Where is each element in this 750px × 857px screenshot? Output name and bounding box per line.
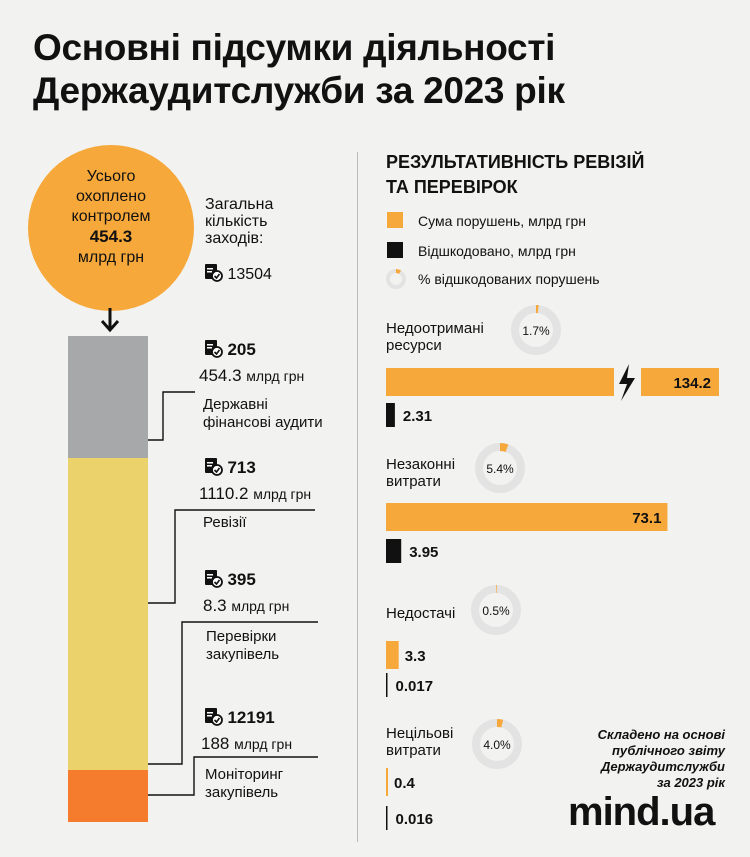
- activity-count: 205: [227, 340, 256, 359]
- activity-amount: 8.3 млрд грн: [203, 596, 290, 615]
- connector-lines: [148, 391, 318, 796]
- reimbursed-value-label: 3.95: [409, 544, 438, 561]
- violation-bar: [386, 641, 399, 669]
- violation-bar: [386, 503, 668, 531]
- column-segment-monitoring: [68, 770, 148, 822]
- legend-donut-icon: [386, 269, 406, 289]
- activity-amount: 454.3 млрд грн: [199, 366, 305, 385]
- activity-label: Перевірки закупівель: [206, 628, 280, 663]
- reimbursed-value-label: 0.017: [396, 678, 434, 695]
- activity-label: Державні фінансові аудити: [203, 396, 323, 431]
- chart-title: РЕЗУЛЬТАТИВНІСТЬ РЕВІЗІЙ ТА ПЕРЕВІРОК: [386, 152, 645, 197]
- circle-line-3: контролем: [71, 208, 151, 225]
- page-title: Основні підсумки діяльності Держаудитслу…: [33, 27, 565, 111]
- reimbursed-bar: [386, 673, 388, 697]
- percent-value-label: 5.4%: [486, 462, 514, 476]
- activity-count: 713: [227, 458, 256, 477]
- document-check-icon: [203, 706, 223, 726]
- connector-procurement-inspections: [148, 621, 318, 765]
- violation-value-label: 134.2: [673, 375, 711, 392]
- document-check-icon: [203, 262, 223, 282]
- document-check-icon: [203, 568, 223, 588]
- document-check-icon: [203, 456, 223, 476]
- circle-line-2: охоплено: [75, 188, 147, 205]
- violation-value-label: 3.3: [405, 648, 426, 665]
- connector-monitoring: [148, 756, 318, 796]
- legend-swatch-reimbursed: [387, 242, 403, 258]
- legend-swatch-violations: [387, 212, 403, 228]
- circle-unit: млрд грн: [77, 249, 145, 266]
- column-segment-revisions: [68, 458, 148, 770]
- connector-audits: [148, 391, 195, 441]
- circle-value: 454.3: [89, 227, 133, 246]
- percent-value-label: 0.5%: [482, 604, 510, 618]
- axis-break-bolt-icon: [619, 364, 635, 401]
- percent-donut-arc: [499, 443, 509, 453]
- reimbursed-bar: [386, 403, 395, 427]
- arrow-down-icon: [100, 308, 120, 333]
- violation-bar-part: [386, 368, 614, 396]
- activity-audits: 205: [203, 338, 256, 360]
- category-label: Недоотримані ресурси: [386, 320, 484, 354]
- legend-label-violations: Сума порушень, млрд грн: [418, 213, 587, 229]
- source-note: Складено на основі публічного звіту Держ…: [597, 727, 725, 790]
- total-coverage-circle: Усього охоплено контролем 454.3 млрд грн: [28, 145, 194, 311]
- category-label: Незаконні витрати: [386, 456, 456, 490]
- violation-value-label: 73.1: [632, 510, 661, 527]
- activity-label: Ревізії: [203, 514, 247, 531]
- activity-amount: 188 млрд грн: [201, 734, 293, 753]
- total-measures-label: Загальна кількість заходів:: [205, 196, 274, 247]
- activity-amount: 1110.2 млрд грн: [199, 484, 312, 503]
- reimbursed-value-label: 0.016: [396, 811, 434, 828]
- percent-value-label: 1.7%: [522, 324, 550, 338]
- column-segment-audits: [68, 336, 148, 458]
- document-check-icon: [203, 338, 223, 358]
- activity-label: Моніторинг закупівель: [205, 766, 284, 801]
- activity-count: 12191: [227, 708, 275, 727]
- total-measures-count: 13504: [203, 262, 272, 284]
- mind-ua-logo: mind.ua: [568, 790, 715, 834]
- activity-procurement-inspections: 395: [203, 568, 256, 590]
- column-divider: [357, 152, 358, 842]
- reimbursed-value-label: 2.31: [403, 408, 432, 425]
- connector-revisions: [148, 509, 315, 604]
- category-label: Нецільові витрати: [386, 725, 454, 759]
- activity-procurement-monitoring: 12191: [203, 706, 275, 728]
- legend-label-percent: % відшкодованих порушень: [418, 271, 600, 287]
- percent-value-label: 4.0%: [483, 738, 511, 752]
- circle-line-1: Усього: [86, 168, 136, 185]
- violation-value-label: 0.4: [394, 775, 416, 792]
- reimbursed-bar: [386, 806, 388, 830]
- percent-donut-arc: [496, 719, 504, 728]
- activity-count: 395: [227, 570, 256, 589]
- reimbursed-bar: [386, 539, 402, 563]
- violation-bar-part: [641, 368, 719, 396]
- legend-label-reimbursed: Відшкодовано, млрд грн: [418, 243, 576, 259]
- activity-revisions: 713: [203, 456, 256, 478]
- category-label: Недостачі: [386, 605, 456, 622]
- violation-bar: [386, 768, 388, 796]
